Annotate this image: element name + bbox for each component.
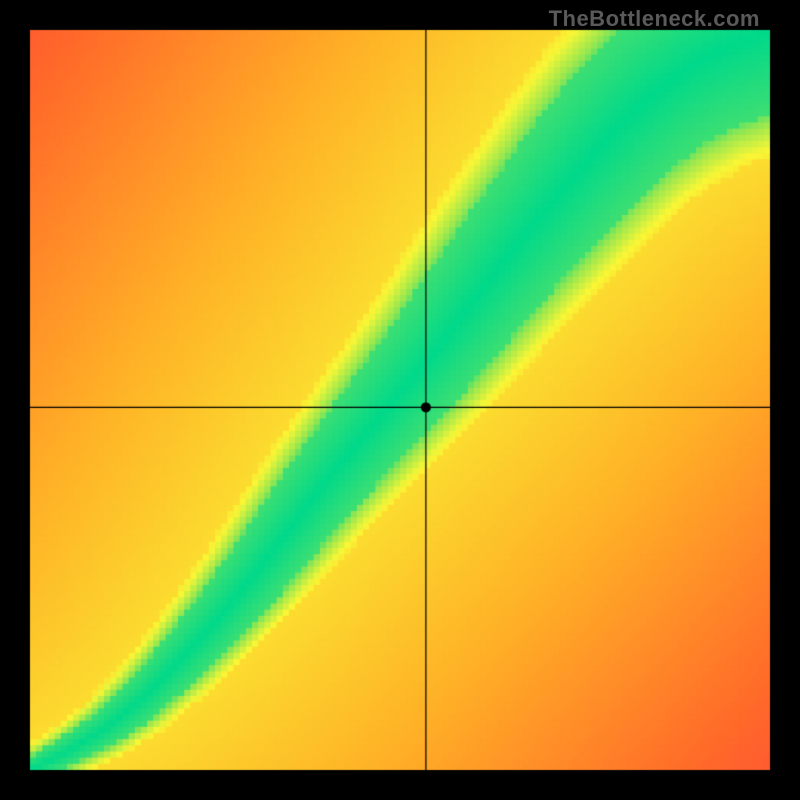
watermark-text: TheBottleneck.com bbox=[549, 6, 760, 32]
chart-container: TheBottleneck.com bbox=[0, 0, 800, 800]
bottleneck-heatmap bbox=[0, 0, 800, 800]
